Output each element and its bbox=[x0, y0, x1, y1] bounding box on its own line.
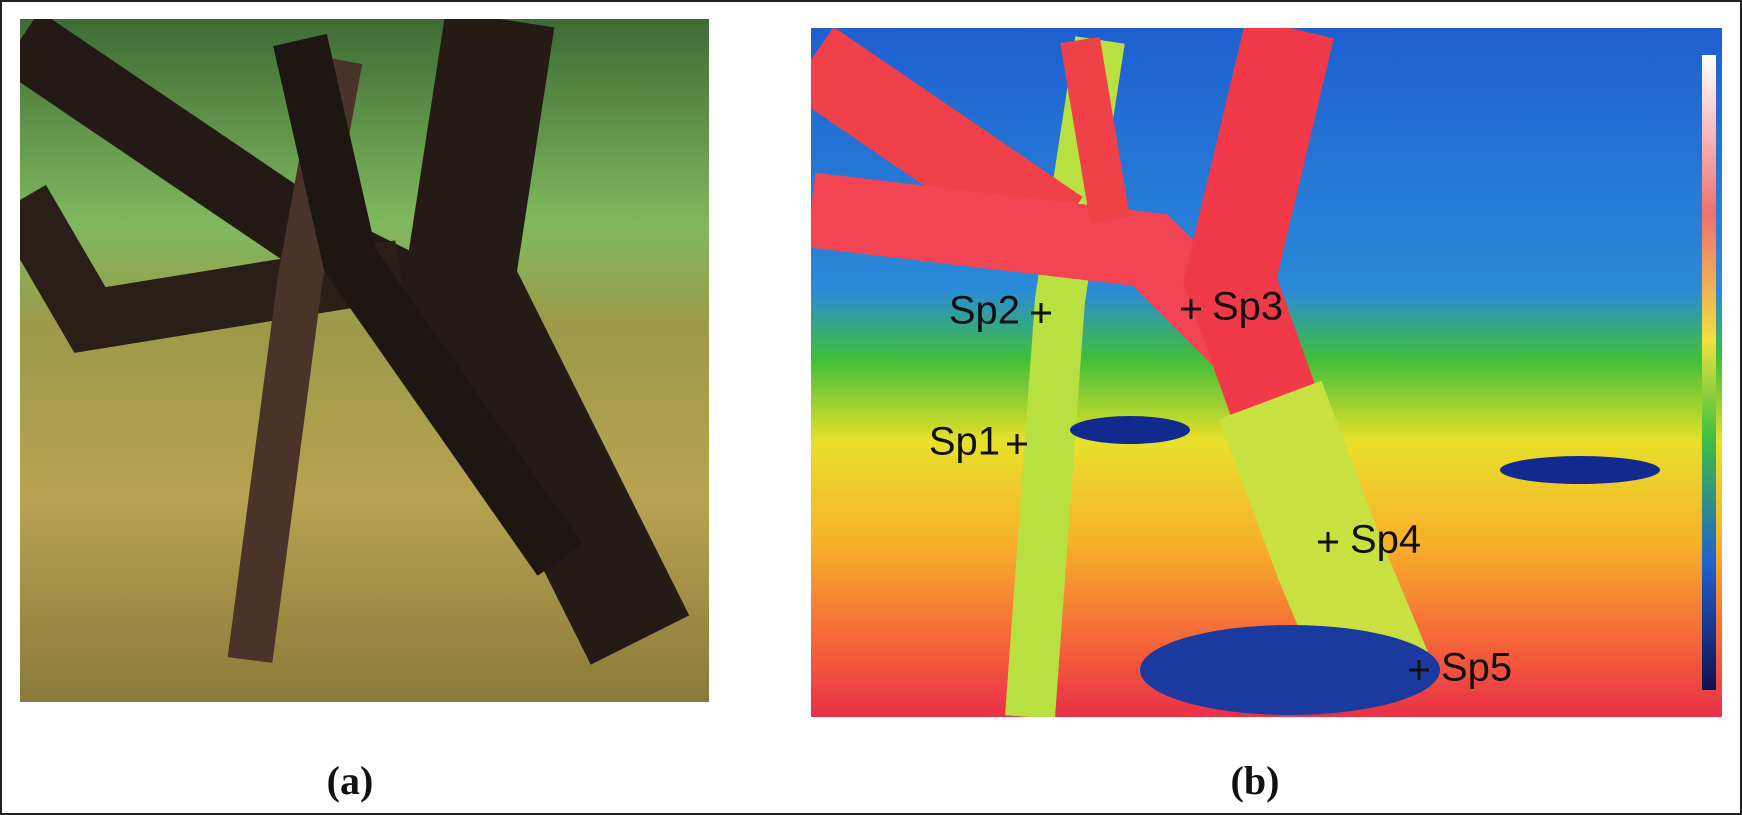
spot-label: Sp2 bbox=[949, 289, 1020, 333]
panel-caption: (a) bbox=[327, 758, 374, 803]
spot-label: Sp5 bbox=[1441, 646, 1512, 690]
spot-label: Sp4 bbox=[1350, 518, 1421, 562]
spot-marker bbox=[1031, 303, 1051, 323]
photo bbox=[20, 19, 709, 702]
panel-caption: (b) bbox=[1231, 758, 1280, 803]
spot-marker bbox=[1318, 532, 1338, 552]
thermal-image bbox=[811, 28, 1722, 717]
spot-marker bbox=[1181, 299, 1201, 319]
spot-labels: Sp1 Sp2 Sp3 Sp4 Sp5 bbox=[929, 285, 1512, 690]
spot-label: Sp3 bbox=[1212, 285, 1283, 329]
spot-marker bbox=[1007, 434, 1027, 454]
spot-marker bbox=[1409, 660, 1429, 680]
spot-label: Sp1 bbox=[929, 420, 1000, 464]
